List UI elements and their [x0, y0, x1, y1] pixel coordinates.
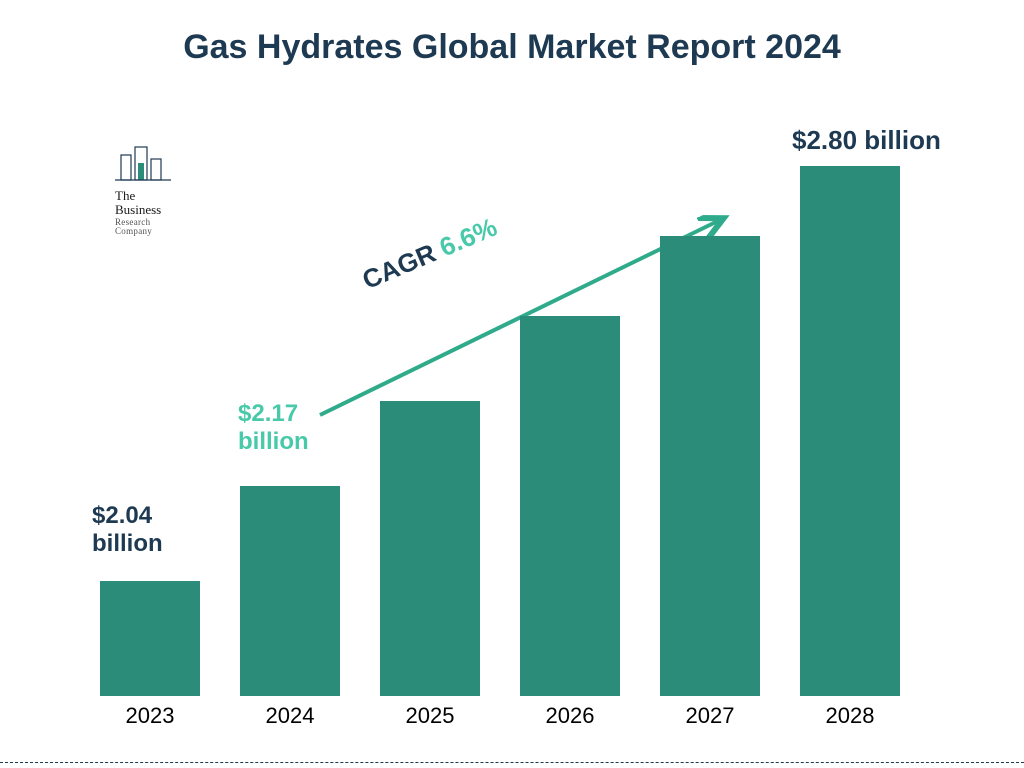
- x-label-2028: 2028: [780, 703, 920, 729]
- label-2023: $2.04 billion: [92, 502, 163, 557]
- label-2024-value: $2.17: [238, 400, 309, 428]
- bar-2028: [800, 166, 900, 696]
- x-label-2025: 2025: [360, 703, 500, 729]
- bottom-dashed-line: [0, 762, 1024, 763]
- x-label-2026: 2026: [500, 703, 640, 729]
- x-label-2023: 2023: [80, 703, 220, 729]
- label-2023-unit: billion: [92, 530, 163, 558]
- x-label-2024: 2024: [220, 703, 360, 729]
- label-2028: $2.80 billion: [792, 126, 941, 156]
- x-label-2027: 2027: [640, 703, 780, 729]
- bar-2024: [240, 486, 340, 696]
- bar-2027: [660, 236, 760, 696]
- label-2023-value: $2.04: [92, 502, 163, 530]
- chart-container: Gas Hydrates Global Market Report 2024 T…: [0, 0, 1024, 768]
- bar-2025: [380, 401, 480, 696]
- bar-2023: [100, 581, 200, 696]
- label-2024-unit: billion: [238, 428, 309, 456]
- label-2024: $2.17 billion: [238, 400, 309, 455]
- bar-2026: [520, 316, 620, 696]
